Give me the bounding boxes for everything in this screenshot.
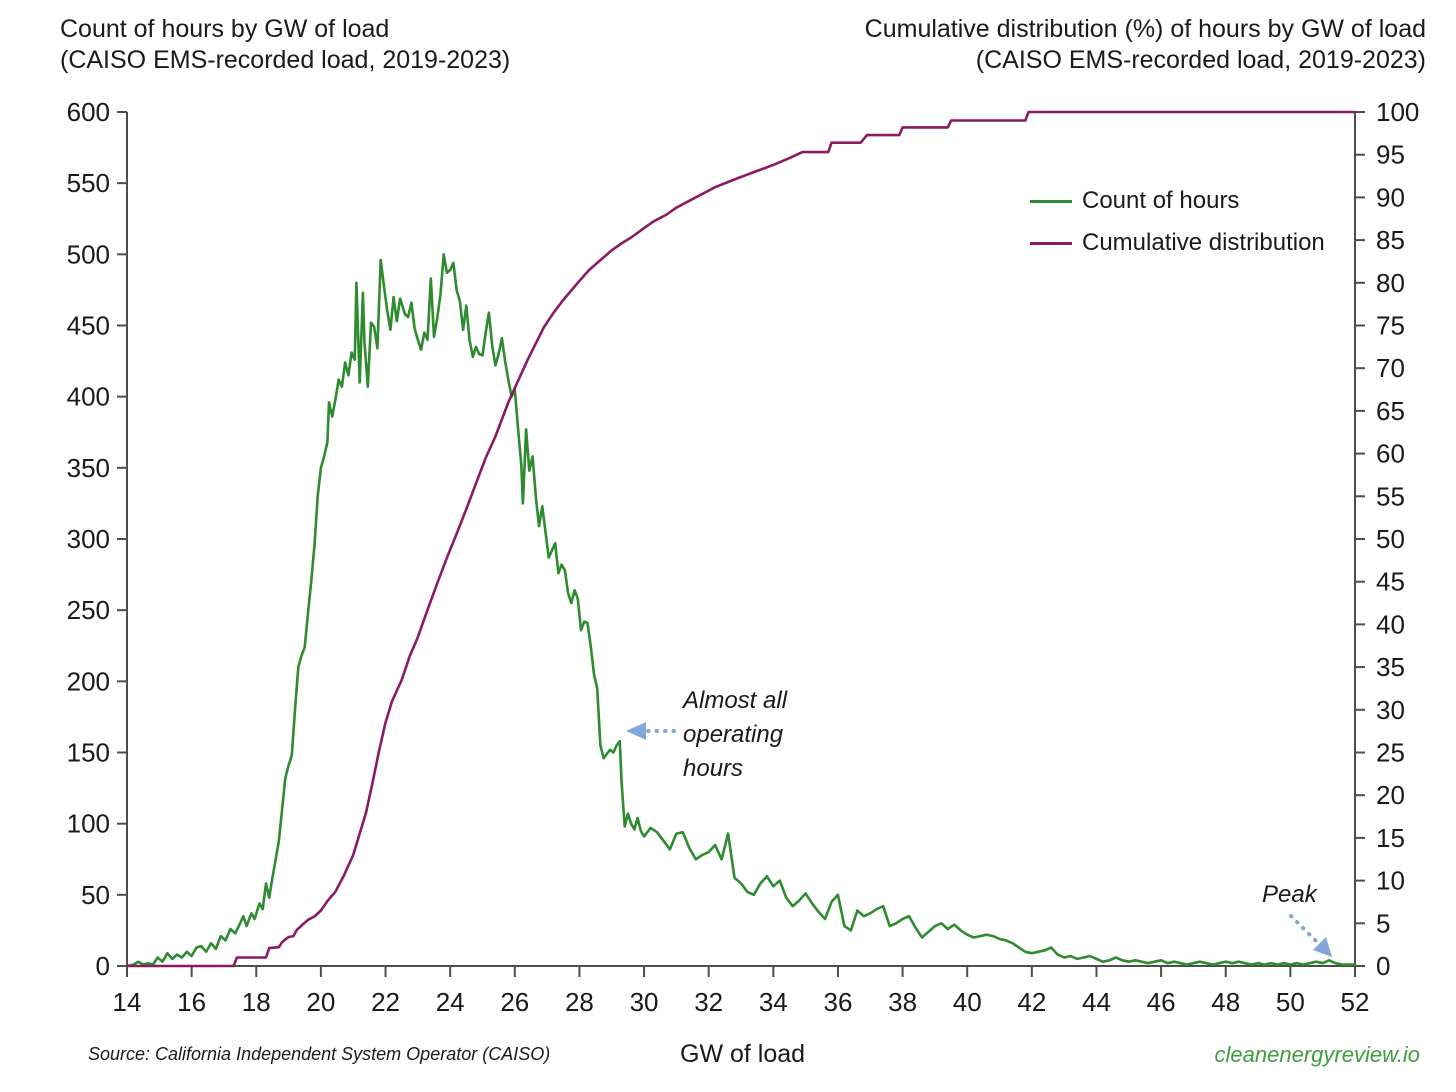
right-axis-tick-label: 20: [1376, 780, 1405, 810]
left-axis-tick-label: 550: [67, 168, 110, 198]
x-axis-tick-label: 46: [1147, 987, 1176, 1017]
right-axis-tick-label: 35: [1376, 652, 1405, 682]
right-axis-tick-label: 0: [1376, 951, 1390, 981]
annotation-line: Almost all: [683, 687, 788, 714]
left-axis-tick-label: 150: [67, 738, 110, 768]
cumulative-distribution-line-swatch: [1030, 241, 1072, 245]
almost-all-arrow-head: [626, 722, 646, 740]
left-axis-tick-label: 400: [67, 382, 110, 412]
right-axis-tick-label: 95: [1376, 140, 1405, 170]
peak-arrow-shaft: [1289, 914, 1318, 943]
legend-label: Count of hours: [1082, 187, 1240, 214]
right-axis-title-line2: (CAISO EMS-recorded load, 2019-2023): [975, 46, 1426, 74]
right-axis-tick-label: 100: [1376, 97, 1419, 127]
annotation-almost-all-operating-hours: Almost all operating hours: [683, 684, 787, 786]
right-axis-tick-label: 30: [1376, 695, 1405, 725]
right-axis-tick-label: 10: [1376, 866, 1405, 896]
right-axis-tick-label: 90: [1376, 182, 1405, 212]
x-axis-tick-label: 18: [242, 987, 271, 1017]
source-note: Source: California Independent System Op…: [88, 1044, 551, 1064]
left-axis-title: Count of hours by GW of load (CAISO EMS-…: [60, 14, 510, 76]
series-line-cumulative-distribution: [125, 110, 1357, 968]
left-axis-tick-label: 300: [67, 524, 110, 554]
x-axis-tick-label: 20: [306, 987, 335, 1017]
left-axis-tick-label: 600: [67, 97, 110, 127]
cleanenergyreview-site-text: cleanenergyreview.io: [1214, 1042, 1420, 1067]
legend: Count of hours Cumulative distribution: [1030, 180, 1325, 264]
right-axis-title: Cumulative distribution (%) of hours by …: [865, 14, 1426, 76]
left-axis-tick-label: 0: [96, 951, 110, 981]
x-axis-tick-label: 38: [888, 987, 917, 1017]
right-axis-tick-label: 70: [1376, 353, 1405, 383]
left-axis-tick-label: 200: [67, 666, 110, 696]
x-axis-tick-label: 32: [694, 987, 723, 1017]
right-axis-tick-label: 85: [1376, 225, 1405, 255]
left-axis-tick-label: 100: [67, 809, 110, 839]
right-axis-tick-label: 55: [1376, 481, 1405, 511]
x-axis-tick-label: 14: [113, 987, 142, 1017]
annotation-line: hours: [683, 755, 744, 782]
right-axis-tick-label: 80: [1376, 268, 1405, 298]
right-axis-tick-label: 25: [1376, 738, 1405, 768]
right-axis-tick-label: 50: [1376, 524, 1405, 554]
x-axis-tick-label: 48: [1211, 987, 1240, 1017]
legend-item-cumulative-distribution: Cumulative distribution: [1030, 222, 1325, 264]
annotation-line: operating: [683, 721, 784, 748]
x-axis-tick-label: 36: [823, 987, 852, 1017]
left-axis-title-line2: (CAISO EMS-recorded load, 2019-2023): [60, 46, 511, 74]
left-axis-tick-label: 500: [67, 239, 110, 269]
x-axis-label: GW of load: [680, 1040, 806, 1068]
right-axis-tick-label: 60: [1376, 439, 1405, 469]
x-axis-tick-label: 34: [759, 987, 788, 1017]
right-axis-tick-label: 40: [1376, 609, 1405, 639]
peak-arrow-head: [1313, 937, 1332, 957]
series-line-count-of-hours: [125, 253, 1357, 968]
legend-item-count-of-hours: Count of hours: [1030, 180, 1325, 222]
x-axis-tick-label: 44: [1082, 987, 1111, 1017]
x-axis-tick-label: 28: [565, 987, 594, 1017]
left-axis-tick-label: 350: [67, 453, 110, 483]
x-axis-tick-label: 22: [371, 987, 400, 1017]
annotation-peak: Peak: [1262, 881, 1317, 908]
right-axis-tick-label: 45: [1376, 567, 1405, 597]
left-axis-title-line1: Count of hours by GW of load: [60, 15, 390, 43]
x-axis-tick-label: 26: [500, 987, 529, 1017]
x-axis-tick-label: 16: [177, 987, 206, 1017]
legend-label: Cumulative distribution: [1082, 229, 1325, 256]
right-axis-tick-label: 65: [1376, 396, 1405, 426]
x-axis-tick-label: 52: [1341, 987, 1370, 1017]
left-axis-tick-label: 450: [67, 311, 110, 341]
count-of-hours-line-swatch: [1030, 199, 1072, 203]
right-axis-tick-label: 15: [1376, 823, 1405, 853]
x-axis-tick-label: 40: [953, 987, 982, 1017]
x-axis-tick-label: 30: [630, 987, 659, 1017]
right-axis-title-line1: Cumulative distribution (%) of hours by …: [864, 15, 1426, 43]
left-axis-tick-label: 50: [81, 880, 110, 910]
x-axis-tick-label: 50: [1276, 987, 1305, 1017]
x-axis-tick-label: 42: [1017, 987, 1046, 1017]
right-axis-tick-label: 5: [1376, 908, 1390, 938]
x-axis-tick-label: 24: [436, 987, 465, 1017]
right-axis-tick-label: 75: [1376, 311, 1405, 341]
left-axis-tick-label: 250: [67, 595, 110, 625]
